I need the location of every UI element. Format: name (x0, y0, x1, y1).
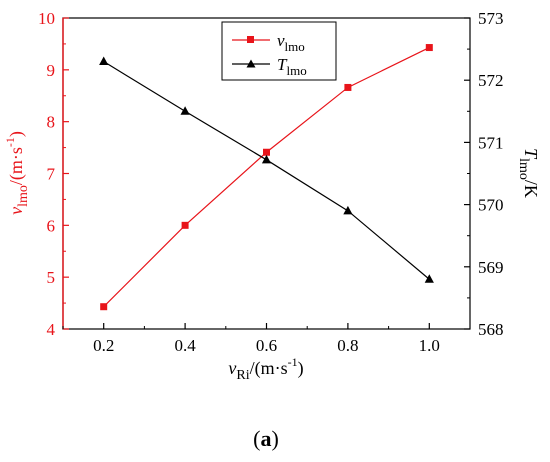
x-axis-ticks: 0.2 0.4 0.6 0.8 1.0 (62, 323, 471, 355)
left-tick-label: 7 (47, 165, 56, 184)
legend-marker-t (246, 59, 256, 68)
series-point-0 (181, 221, 189, 229)
right-tick-label: 573 (478, 9, 504, 28)
y-right-axis-title: Tlmo/K (516, 148, 541, 198)
yr-title-sub: lmo (516, 158, 531, 180)
right-axis-ticks: 568 569 570 571 572 573 (464, 9, 504, 339)
right-tick-label: 570 (478, 196, 504, 215)
panel-label: (a) (253, 426, 279, 451)
series-layer (99, 44, 434, 311)
y-left-axis-title: vlmo/(m·s-1) (3, 131, 31, 215)
legend: vlmo Tlmo (221, 21, 337, 81)
yl-title-sup: -1 (3, 137, 17, 147)
x-title-close: ) (298, 358, 304, 379)
series-line-0 (103, 47, 430, 308)
panel-open: ( (253, 426, 260, 451)
right-tick-label: 569 (478, 258, 504, 277)
left-tick-label: 10 (38, 9, 55, 28)
series-line-1 (103, 61, 430, 280)
series-point-0 (100, 303, 108, 311)
x-tick-label: 0.6 (256, 336, 277, 355)
series-point-1 (424, 274, 434, 283)
x-title-main: v (228, 358, 236, 378)
left-tick-label: 8 (47, 113, 56, 132)
legend-marker-v (247, 36, 254, 43)
series-point-0 (425, 44, 433, 52)
series-point-0 (263, 148, 270, 156)
yl-title-unit: /(m·s (6, 147, 27, 185)
yr-title-unit: /K (521, 180, 541, 198)
legend-box (221, 21, 337, 81)
x-title-unit: /(m·s (250, 358, 288, 379)
yr-title-main: T (521, 148, 541, 160)
legend-v-main: v (277, 31, 285, 50)
x-tick-label: 0.2 (93, 336, 114, 355)
left-tick-label: 4 (47, 320, 56, 339)
left-tick-label: 9 (47, 61, 56, 80)
legend-label-v: vlmo (277, 31, 305, 54)
x-tick-label: 1.0 (419, 336, 440, 355)
right-tick-label: 568 (478, 320, 504, 339)
left-axis-ticks: 4 5 6 7 8 9 10 (38, 9, 69, 339)
yl-title-sub: lmo (16, 185, 31, 207)
x-title-sub: Ri (236, 368, 249, 383)
yl-title-close: ) (6, 131, 27, 137)
panel-letter: a (261, 426, 272, 451)
legend-t-main: T (277, 55, 288, 74)
x-axis-title: vRi/(m·s-1) (228, 355, 303, 383)
series-point-0 (344, 83, 352, 91)
right-tick-label: 572 (478, 71, 504, 90)
legend-v-sub: lmo (285, 39, 305, 54)
panel-close: ) (272, 426, 279, 451)
legend-t-sub: lmo (286, 63, 306, 78)
series-point-1 (343, 205, 353, 215)
series-point-1 (261, 154, 272, 164)
legend-label-t: Tlmo (277, 55, 307, 78)
series-point-1 (180, 106, 190, 115)
right-tick-label: 571 (478, 133, 504, 152)
x-title-sup: -1 (288, 355, 298, 369)
yl-title-main: v (6, 207, 26, 215)
x-tick-label: 0.4 (174, 336, 196, 355)
left-tick-label: 6 (47, 216, 56, 235)
x-tick-label: 0.8 (337, 336, 358, 355)
series-point-1 (99, 56, 109, 66)
left-tick-label: 5 (47, 268, 56, 287)
